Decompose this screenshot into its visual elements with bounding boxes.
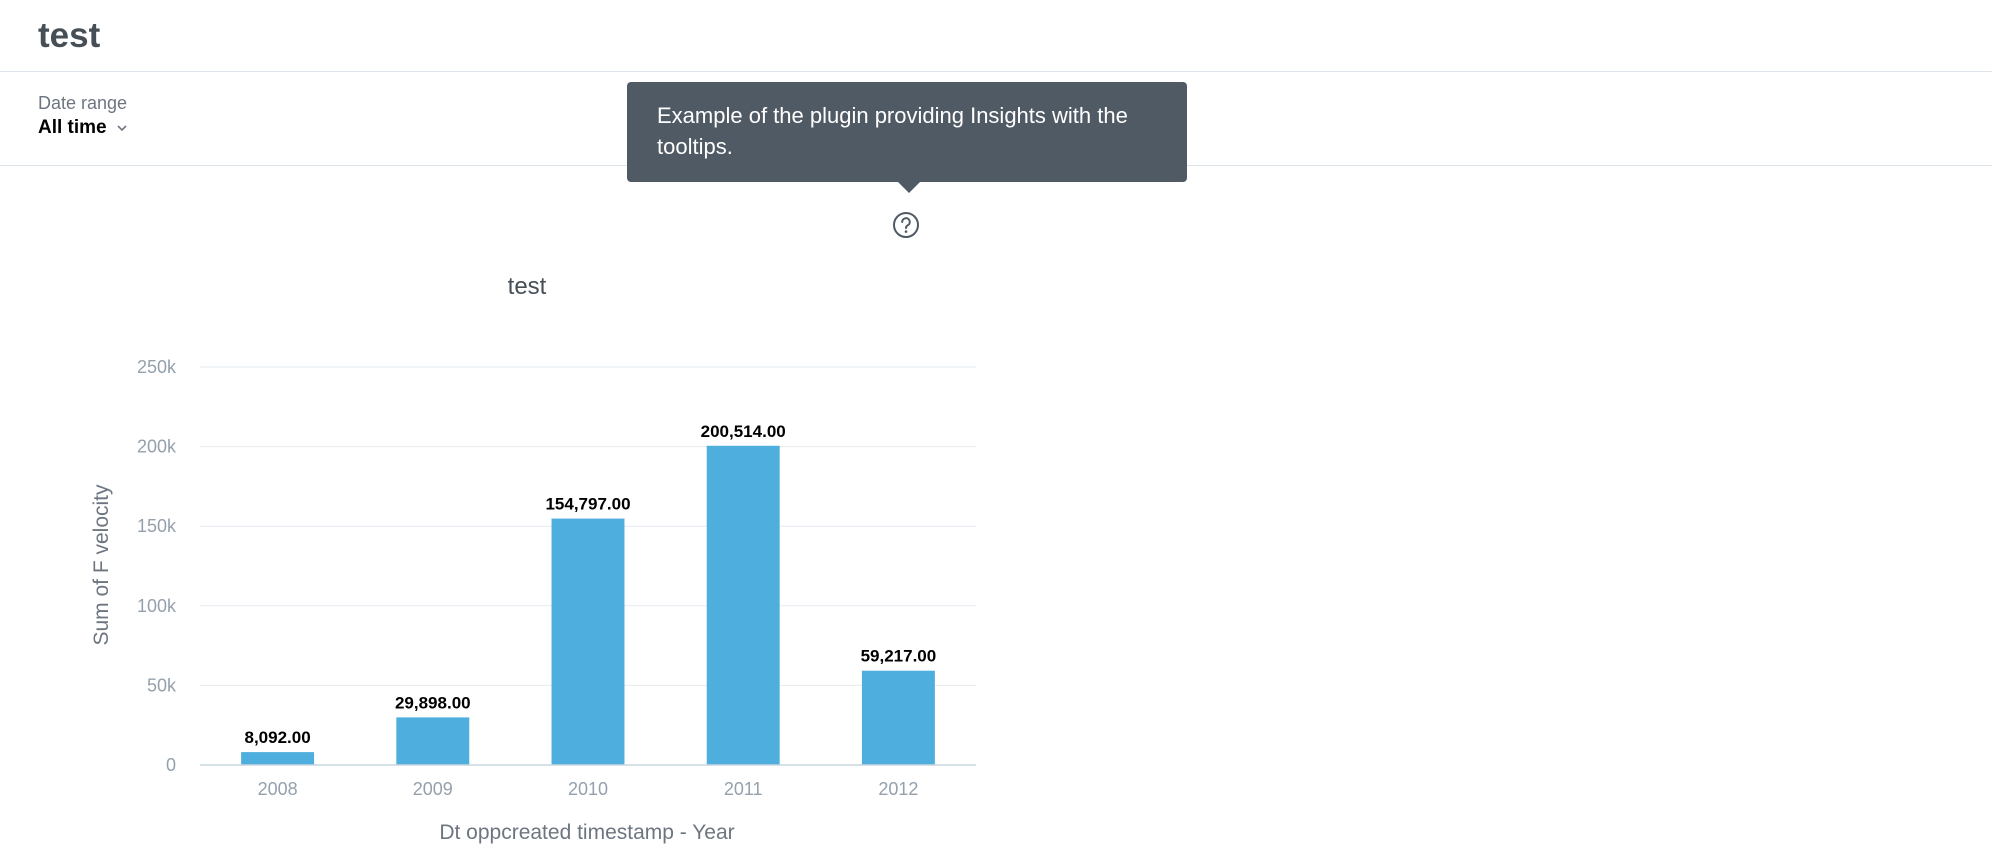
bar-2011[interactable] xyxy=(706,445,780,765)
y-axis-title: Sum of F velocity xyxy=(90,484,113,646)
y-tick-label: 250k xyxy=(137,357,177,377)
dashboard-header: test xyxy=(0,0,1992,72)
x-axis-ticks: 2008 2009 2010 2011 2012 xyxy=(258,779,919,799)
y-tick-label: 100k xyxy=(137,596,177,616)
data-label: 8,092.00 xyxy=(245,728,311,747)
chevron-down-icon[interactable] xyxy=(115,121,129,135)
tooltip-text: Example of the plugin providing Insights… xyxy=(657,103,1128,159)
tooltip-arrow xyxy=(897,181,921,193)
x-tick-label: 2011 xyxy=(724,779,763,799)
date-range-value-row[interactable]: All time xyxy=(38,116,129,140)
date-range-label: Date range xyxy=(38,93,128,113)
y-tick-label: 0 xyxy=(166,755,176,775)
date-range-filter[interactable]: Date range All time xyxy=(38,92,129,140)
data-label: 154,797.00 xyxy=(545,495,630,514)
dashboard-title: test xyxy=(38,16,101,55)
y-axis-ticks: 0 50k 100k 150k 200k 250k xyxy=(137,357,177,775)
bars xyxy=(241,445,935,765)
y-tick-label: 200k xyxy=(137,437,177,457)
y-tick-label: 50k xyxy=(147,675,177,695)
x-tick-label: 2010 xyxy=(568,779,608,799)
data-label: 200,514.00 xyxy=(701,422,786,441)
data-labels: 8,092.00 29,898.00 154,797.00 200,514.00 59,… xyxy=(245,422,937,747)
date-range-value[interactable]: All time xyxy=(38,117,107,138)
x-tick-label: 2012 xyxy=(878,779,918,799)
x-axis-title: Dt oppcreated timestamp - Year xyxy=(439,821,734,844)
y-tick-label: 150k xyxy=(137,516,177,536)
bar-chart: test 0 50k 100k 150k 200k 250k 8,092.00 29,898… xyxy=(90,273,976,844)
data-label: 29,898.00 xyxy=(395,693,471,712)
bar-2010[interactable] xyxy=(551,518,625,765)
question-circle-icon[interactable] xyxy=(892,211,920,239)
data-label: 59,217.00 xyxy=(861,647,937,666)
bar-2012[interactable] xyxy=(861,670,935,765)
chart-title: test xyxy=(508,273,547,300)
bar-2009[interactable] xyxy=(396,717,470,765)
x-tick-label: 2008 xyxy=(258,779,298,799)
x-tick-label: 2009 xyxy=(413,779,453,799)
insight-tooltip: Example of the plugin providing Insights… xyxy=(627,82,1187,182)
bar-2008[interactable] xyxy=(241,752,315,765)
